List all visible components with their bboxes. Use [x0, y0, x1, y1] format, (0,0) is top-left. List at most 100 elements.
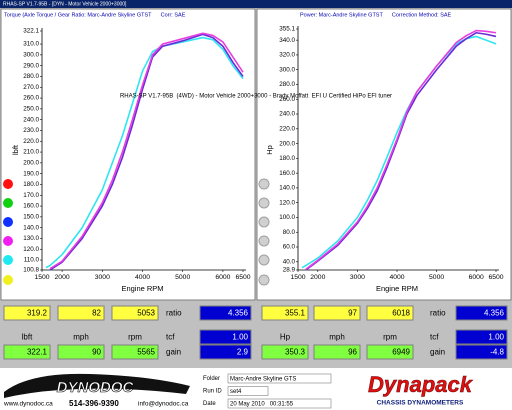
- y-tick-label: 180.0: [23, 181, 39, 188]
- field-box: [227, 386, 269, 396]
- current-value: 90: [92, 348, 101, 357]
- x-tick-label: 1500: [290, 274, 305, 281]
- x-tick-label: 6000: [215, 274, 230, 281]
- y-tick-label: 280.0: [279, 81, 295, 88]
- trace-selector[interactable]: [258, 216, 270, 228]
- x-tick-label: 2000: [55, 274, 70, 281]
- phone: 514-396-9390: [69, 399, 119, 408]
- trace-selector[interactable]: [258, 235, 270, 247]
- field-label: Date: [203, 401, 216, 407]
- unit-label: mph: [329, 333, 345, 342]
- current-box: [366, 344, 414, 360]
- run-fields: Folder Marc-Andre Skyline GTS Run ID set4 Da…: [203, 373, 332, 409]
- max-box: [261, 305, 309, 321]
- title-bar: [0, 0, 512, 8]
- field-value: Marc-Andre Skyline GTS: [230, 376, 296, 382]
- max-box: [57, 305, 105, 321]
- field-label: Folder: [203, 376, 220, 382]
- y-tick-label: 40.0: [283, 258, 296, 265]
- curve: [305, 29, 497, 270]
- trace-selector[interactable]: [258, 178, 270, 190]
- x-tick-label: 1500: [34, 274, 49, 281]
- trace-selector[interactable]: [3, 198, 13, 208]
- y-tick-label: 110.0: [24, 257, 40, 264]
- setting-value: 4.356: [228, 309, 249, 318]
- max-box: [313, 305, 361, 321]
- x-tick-label: 3000: [95, 274, 110, 281]
- x-tick-label: 5000: [429, 274, 444, 281]
- y-tick-label: 240.0: [23, 116, 39, 123]
- current-value: 96: [348, 348, 357, 357]
- y-tick-label: 220.0: [23, 138, 39, 145]
- setting-value: 4.356: [484, 309, 505, 318]
- y-tick-label: 60.0: [283, 244, 296, 251]
- window-title: RHAS-SP V1.7-95B - [DYN - Motor Vehicle …: [3, 2, 127, 8]
- field-value: 20 May 2010 00:31:55: [230, 401, 294, 407]
- setting-label: tcf: [166, 333, 175, 342]
- axis-frame: [41, 28, 246, 271]
- y-tick-label: 28.9: [283, 267, 296, 274]
- x-tick-label: 2000: [310, 274, 325, 281]
- y-tick-label: 150.0: [23, 214, 39, 221]
- y-tick-label: 300.0: [279, 66, 295, 73]
- y-tick-label: 270.0: [23, 84, 39, 91]
- y-tick-label: 355.1: [279, 26, 295, 33]
- max-value: 6018: [392, 309, 410, 318]
- x-axis-title: Engine RPM: [376, 284, 418, 293]
- setting-value: 1.00: [232, 333, 248, 342]
- y-axis-title: lbft: [11, 144, 20, 155]
- trace-selector[interactable]: [3, 217, 13, 227]
- y-tick-label: 130.0: [23, 235, 39, 242]
- y-tick-label: 80.0: [283, 229, 296, 236]
- trace-selector[interactable]: [258, 274, 270, 286]
- trace-selector[interactable]: [3, 275, 13, 285]
- setting-value: 1.00: [488, 333, 504, 342]
- x-tick-label: 6000: [469, 274, 484, 281]
- y-tick-label: 290.0: [23, 62, 39, 69]
- x-tick-label: 6500: [488, 274, 503, 281]
- max-value: 5053: [137, 309, 155, 318]
- current-box: [3, 344, 51, 360]
- trace-selector[interactable]: [258, 254, 270, 266]
- y-tick-label: 180.0: [279, 155, 295, 162]
- trace-selector[interactable]: [3, 179, 13, 189]
- y-tick-label: 190.0: [23, 170, 39, 177]
- field-label: Run ID: [203, 389, 222, 395]
- setting-box: [455, 305, 508, 321]
- x-tick-label: 4000: [135, 274, 150, 281]
- setting-box: [199, 329, 252, 345]
- y-tick-label: 240.0: [279, 111, 295, 118]
- y-tick-label: 100.0: [279, 214, 295, 221]
- y-tick-label: 300.0: [23, 52, 39, 59]
- y-tick-label: 200.0: [23, 160, 39, 167]
- setting-label: gain: [166, 348, 181, 357]
- x-tick-label: 3000: [350, 274, 365, 281]
- y-tick-label: 120.0: [23, 246, 39, 253]
- y-tick-label: 340.0: [279, 37, 295, 44]
- y-tick-label: 200.0: [279, 140, 295, 147]
- trace-selector[interactable]: [3, 236, 13, 246]
- setting-value: 2.9: [237, 348, 249, 357]
- unit-label: Hp: [280, 333, 291, 342]
- setting-label: tcf: [430, 333, 439, 342]
- setting-box: [199, 344, 252, 360]
- current-value: 350.3: [285, 348, 306, 357]
- y-tick-label: 210.0: [23, 149, 39, 156]
- website: www.dynodoc.ca: [3, 401, 53, 408]
- axis-frame: [297, 26, 499, 271]
- max-value: 97: [348, 309, 357, 318]
- trace-selector[interactable]: [258, 197, 270, 209]
- y-tick-label: 260.0: [23, 95, 39, 102]
- unit-label: rpm: [383, 333, 397, 342]
- x-tick-label: 4000: [389, 274, 404, 281]
- email: info@dynodoc.ca: [138, 401, 189, 408]
- y-tick-label: 280.0: [23, 73, 39, 80]
- y-tick-label: 322.1: [23, 28, 39, 35]
- setting-label: gain: [430, 348, 445, 357]
- trace-selector[interactable]: [3, 255, 13, 265]
- logo-text: DYNODOC: [57, 379, 135, 396]
- field-box: [227, 373, 332, 384]
- current-box: [261, 344, 309, 360]
